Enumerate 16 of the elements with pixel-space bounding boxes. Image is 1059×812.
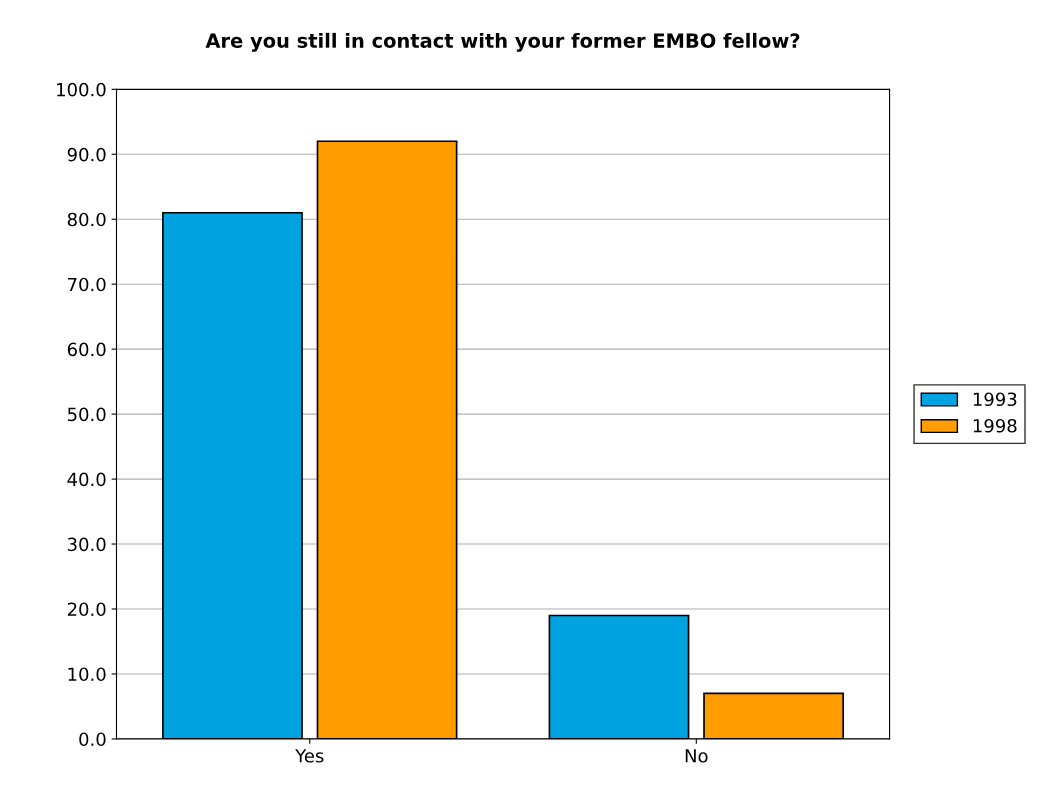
y-tick-label: 0.0 (79, 732, 106, 747)
y-tick-label: 70.0 (68, 277, 106, 292)
y-tick-label: 80.0 (67, 212, 106, 227)
x-tick-label: Yes (295, 749, 324, 763)
y-tick-label: 90.0 (67, 147, 106, 162)
legend-label: 1998 (973, 418, 1017, 433)
y-tick-label: 100.0 (57, 82, 106, 97)
y-tick-label: 10.0 (68, 667, 106, 682)
y-tick-label: 30.0 (67, 537, 106, 552)
y-tick-label: 50.0 (67, 407, 106, 422)
x-tick-label: No (685, 749, 708, 763)
y-tick-label: 40.0 (67, 472, 106, 487)
legend-label: 1993 (973, 392, 1017, 407)
chart-title: Are you still in contact with your former EMBO fellow? (205, 32, 800, 52)
y-tick-label: 20.0 (67, 602, 106, 617)
y-tick-label: 60.0 (67, 342, 106, 357)
